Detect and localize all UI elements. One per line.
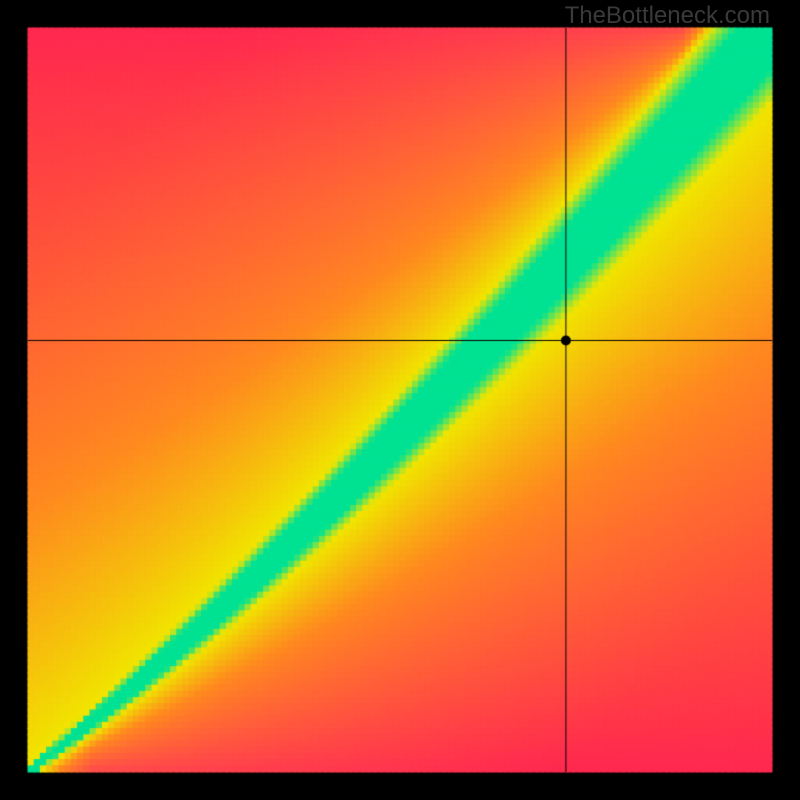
chart-container: TheBottleneck.com	[0, 0, 800, 800]
bottleneck-heatmap	[0, 0, 800, 800]
watermark-text: TheBottleneck.com	[565, 2, 770, 30]
